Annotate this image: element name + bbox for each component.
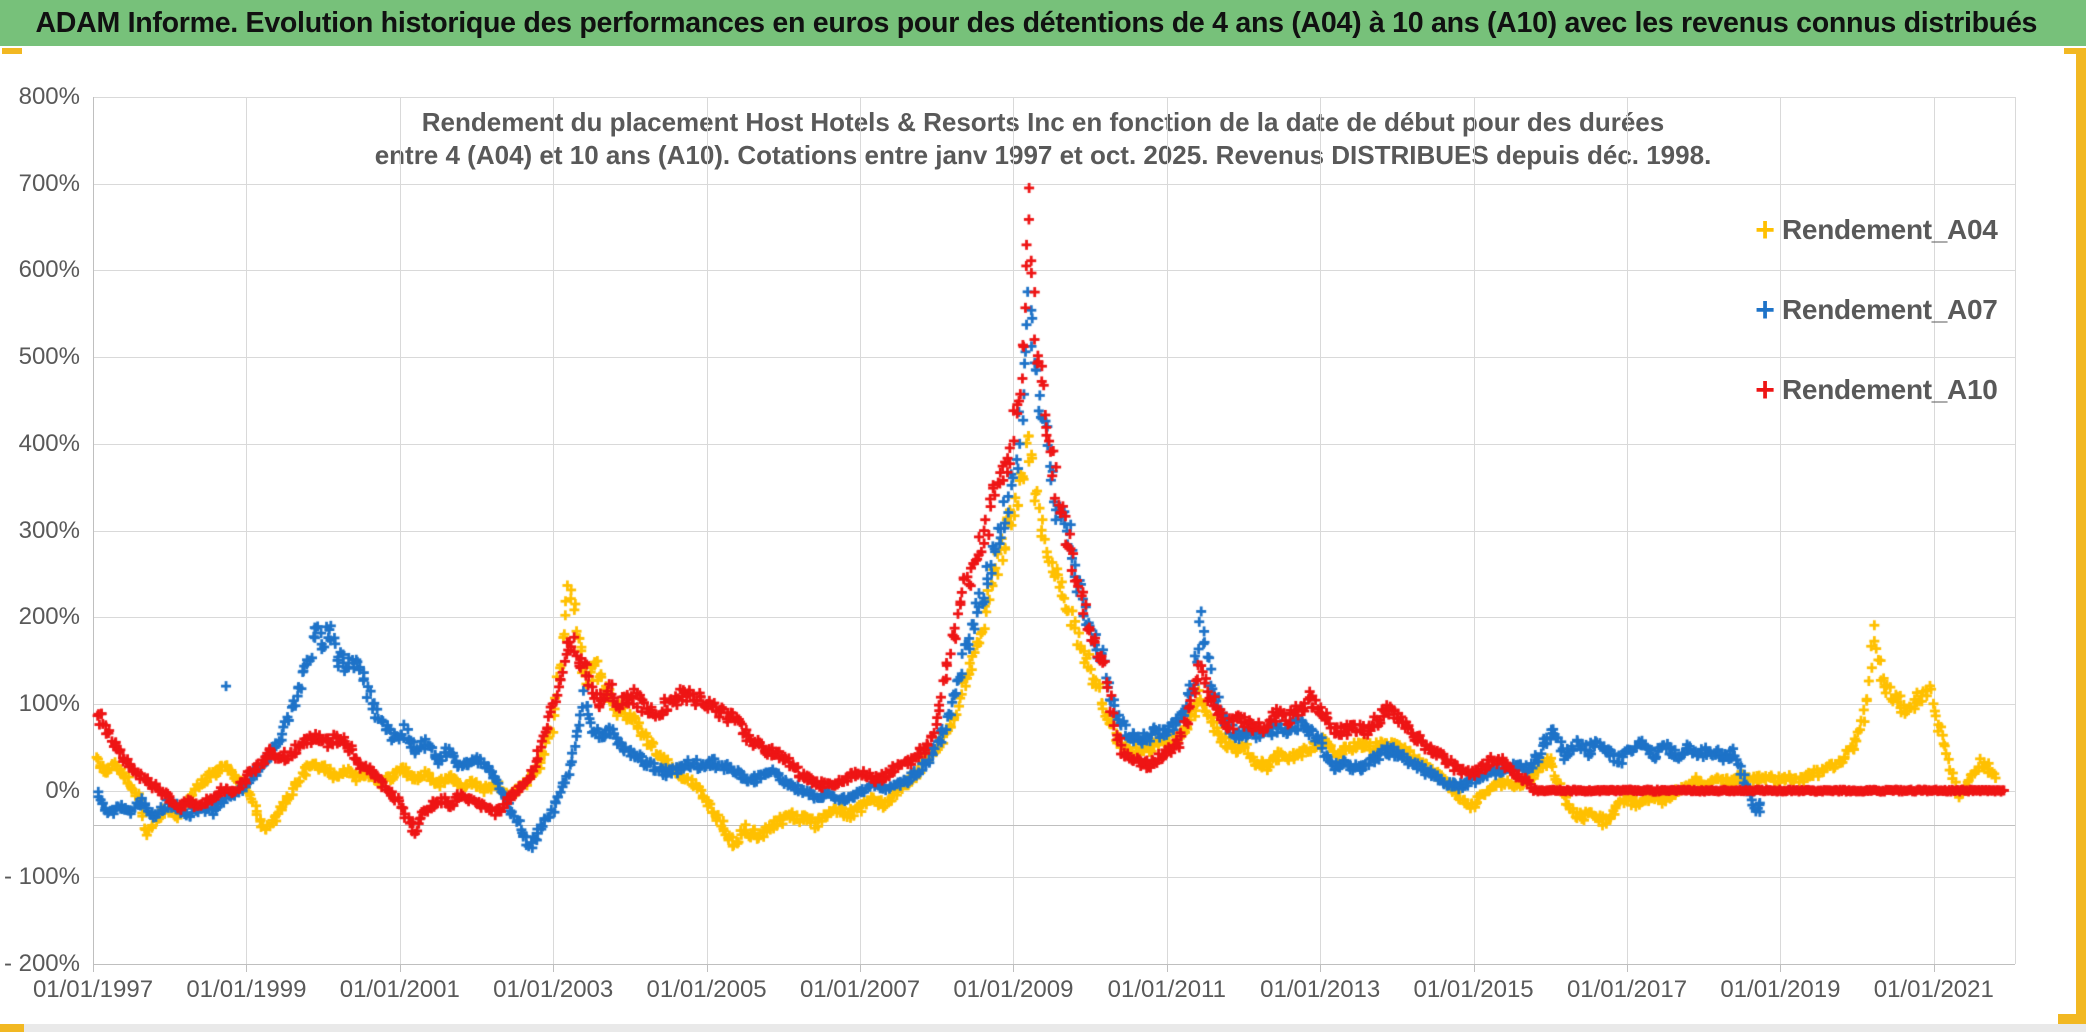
chart-title-line2: entre 4 (A04) et 10 ans (A10). Cotations…: [374, 140, 1712, 170]
accent-right-edge: [2076, 50, 2086, 1025]
legend-item-rendement_a04[interactable]: + Rendement_A04: [1748, 190, 1998, 270]
legend-item-rendement_a07[interactable]: + Rendement_A07: [1748, 270, 1998, 350]
legend-label: Rendement_A10: [1782, 374, 1998, 405]
bottom-band: [0, 1024, 2086, 1032]
chart-title-line1: Rendement du placement Host Hotels & Res…: [421, 107, 1665, 137]
legend-item-rendement_a10[interactable]: + Rendement_A10: [1748, 350, 1998, 430]
legend-label: Rendement_A04: [1782, 214, 1998, 245]
chart-title: Rendement du placement Host Hotels & Res…: [0, 106, 2086, 172]
header-title: ADAM Informe. Evolution historique des p…: [35, 6, 2038, 39]
legend-label: Rendement_A07: [1782, 294, 1998, 325]
legend-marker-icon: +: [1755, 291, 1775, 329]
legend[interactable]: + Rendement_A04 + Rendement_A07 + Rendement_A…: [1748, 190, 1998, 430]
accent-bottom-left: [0, 1024, 24, 1032]
legend-marker-icon: +: [1755, 211, 1775, 249]
legend-marker-icon: +: [1755, 371, 1775, 409]
header-banner: ADAM Informe. Evolution historique des p…: [0, 0, 2086, 46]
